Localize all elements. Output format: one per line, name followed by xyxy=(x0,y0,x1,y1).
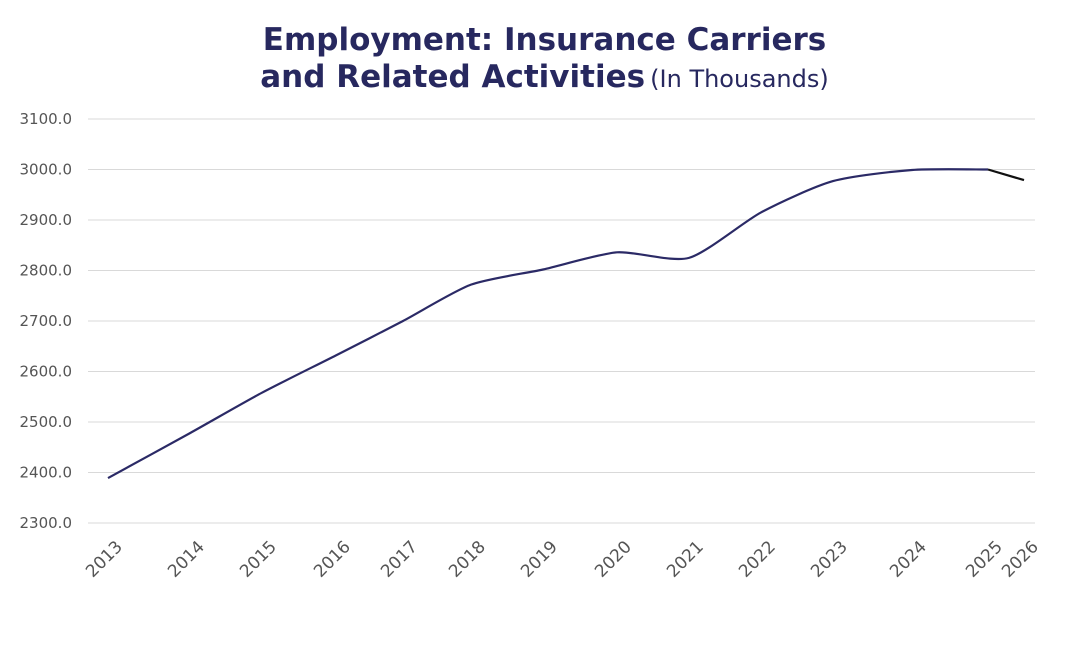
y-tick-label: 2800.0 xyxy=(20,262,73,280)
x-axis-ticks: 2013 2014 2015 2016 2017 2018 2019 2020 2021 2022… xyxy=(82,537,1043,582)
y-tick-label: 2900.0 xyxy=(20,211,73,229)
x-tick-label: 2022 xyxy=(735,537,780,582)
y-tick-label: 3000.0 xyxy=(20,161,73,179)
chart-title-line-2: and Related Activities xyxy=(260,59,646,95)
y-tick-label: 2300.0 xyxy=(20,514,73,532)
x-tick-label: 2025 xyxy=(962,537,1007,582)
series-lines xyxy=(107,168,1025,480)
y-tick-label: 3100.0 xyxy=(20,110,73,128)
y-tick-label: 2500.0 xyxy=(20,413,73,431)
y-axis-ticks: 2300.0 2400.0 2500.0 2600.0 2700.0 2800.0 2900… xyxy=(20,110,73,532)
x-tick-label: 2020 xyxy=(591,537,636,582)
y-tick-label: 2700.0 xyxy=(20,312,73,330)
chart-title-line-1: Employment: Insurance Carriers xyxy=(262,22,827,58)
series-line-0 xyxy=(107,168,989,480)
chart-subtitle: (In Thousands) xyxy=(650,65,829,93)
x-tick-label: 2013 xyxy=(82,537,127,582)
x-tick-label: 2015 xyxy=(236,537,281,582)
x-tick-label: 2024 xyxy=(886,537,931,582)
x-tick-label: 2014 xyxy=(164,537,209,582)
x-tick-label: 2023 xyxy=(807,537,852,582)
gridlines xyxy=(88,118,1035,524)
x-tick-label: 2019 xyxy=(517,537,562,582)
y-tick-label: 2400.0 xyxy=(20,464,73,482)
x-tick-label: 2017 xyxy=(377,537,422,582)
x-tick-label: 2018 xyxy=(445,537,490,582)
chart-title: Employment: Insurance Carriers and Relat… xyxy=(0,22,1089,100)
y-tick-label: 2600.0 xyxy=(20,363,73,381)
x-tick-label: 2026 xyxy=(998,537,1043,582)
x-tick-label: 2016 xyxy=(310,537,355,582)
series-line-1 xyxy=(987,168,1025,182)
x-tick-label: 2021 xyxy=(663,537,708,582)
